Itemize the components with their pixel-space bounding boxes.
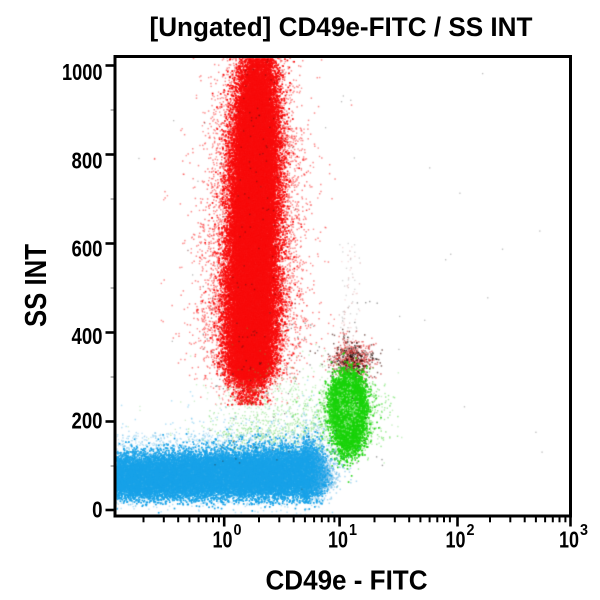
svg-text:[Ungated] CD49e-FITC / SS INT: [Ungated] CD49e-FITC / SS INT bbox=[150, 12, 533, 42]
svg-text:400: 400 bbox=[72, 323, 103, 349]
svg-text:0: 0 bbox=[234, 522, 242, 539]
svg-text:CD49e - FITC: CD49e - FITC bbox=[266, 565, 428, 596]
svg-text:10: 10 bbox=[446, 527, 466, 553]
svg-text:10: 10 bbox=[559, 527, 579, 553]
svg-text:200: 200 bbox=[72, 408, 103, 434]
svg-text:0: 0 bbox=[92, 497, 102, 523]
svg-text:3: 3 bbox=[580, 522, 588, 539]
svg-text:10: 10 bbox=[213, 527, 233, 553]
svg-text:2: 2 bbox=[467, 522, 475, 539]
svg-text:SS INT: SS INT bbox=[18, 244, 53, 327]
svg-text:10: 10 bbox=[328, 527, 348, 553]
svg-text:600: 600 bbox=[72, 236, 103, 262]
svg-text:800: 800 bbox=[72, 148, 103, 174]
svg-text:1000: 1000 bbox=[62, 59, 103, 85]
svg-text:1: 1 bbox=[349, 522, 357, 539]
